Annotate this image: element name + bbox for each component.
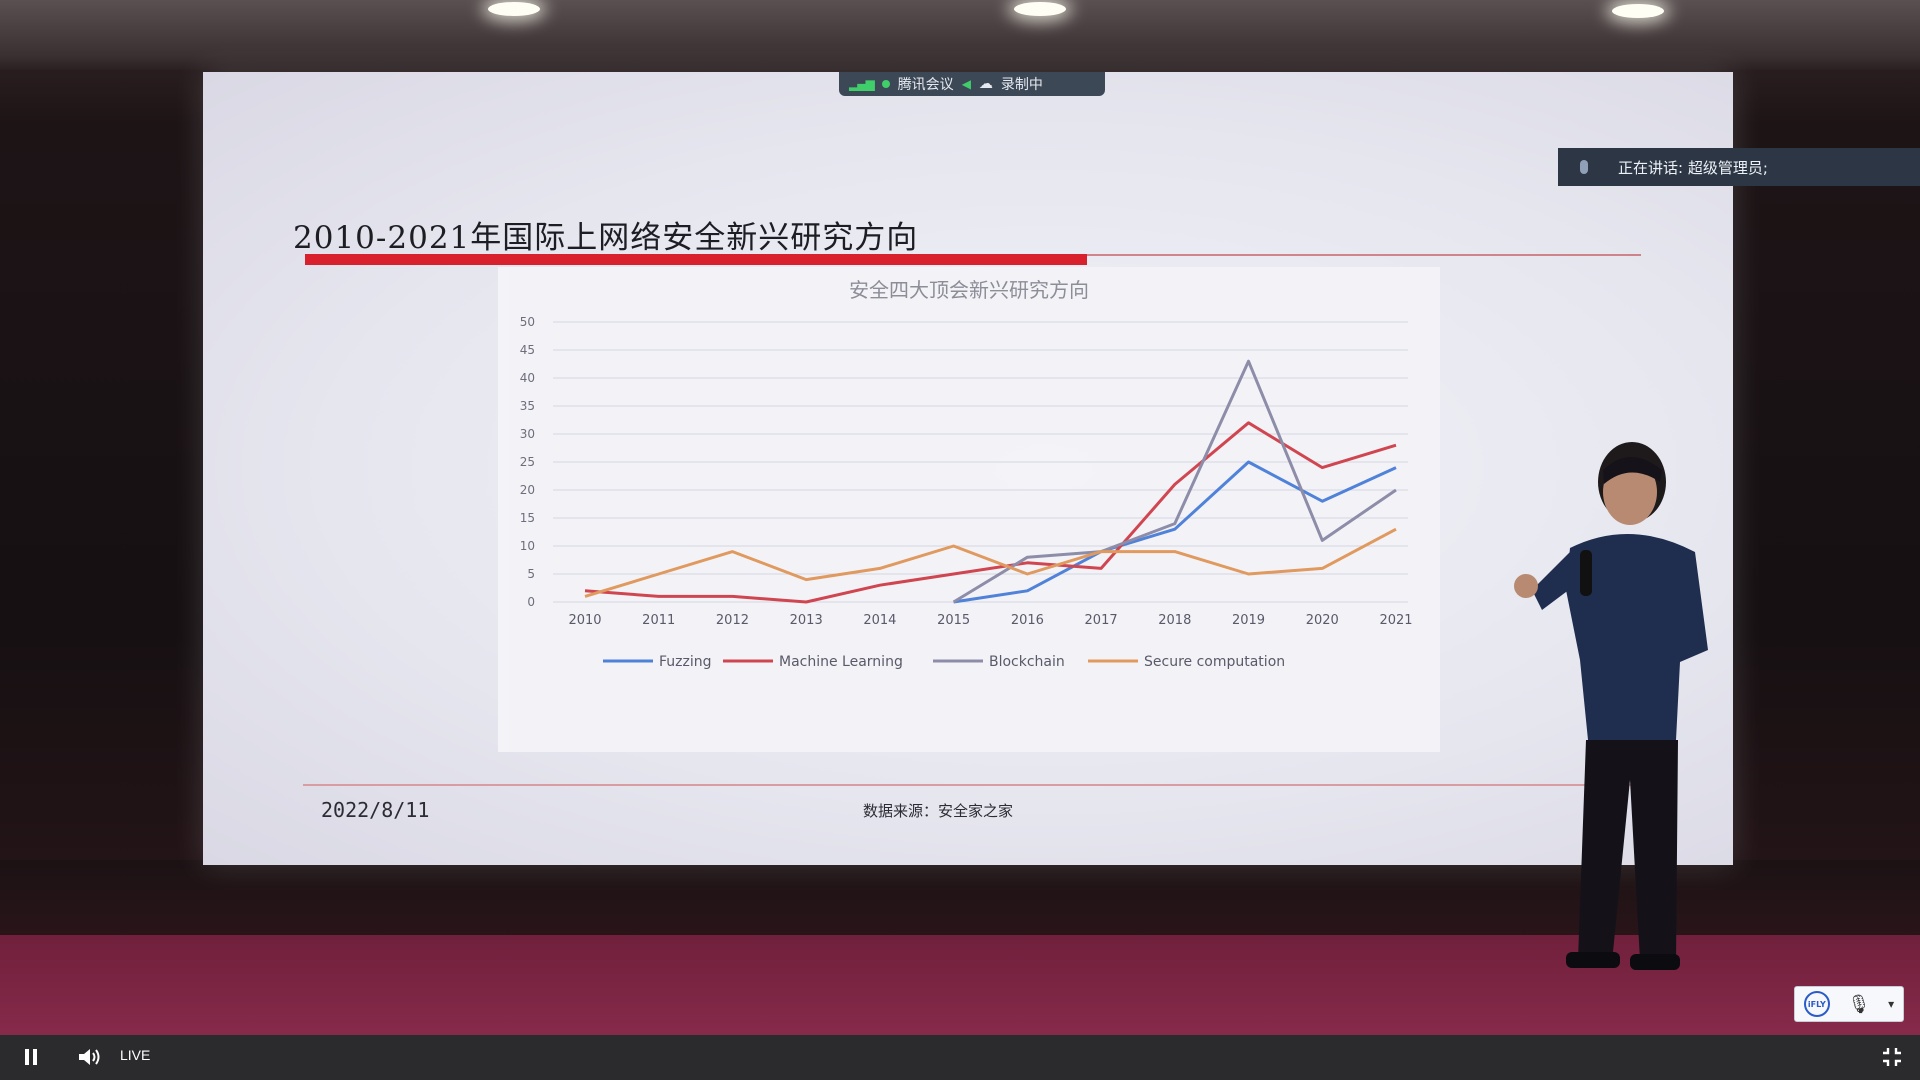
x-tick-label: 2018 bbox=[1158, 613, 1191, 628]
cloud-icon: ☁ bbox=[978, 76, 993, 92]
x-tick-label: 2020 bbox=[1306, 613, 1339, 628]
slide: ▂▄▆ 腾讯会议 ◀ ☁ 录制中 2010-2021年国际上网络安全新兴研究方向… bbox=[203, 72, 1733, 865]
x-tick-label: 2014 bbox=[863, 613, 896, 628]
legend-label: Secure computation bbox=[1144, 654, 1285, 670]
pause-button[interactable] bbox=[20, 1045, 42, 1069]
recording-status: 录制中 bbox=[1000, 77, 1043, 93]
ifly-logo: iFLY bbox=[1803, 991, 1830, 1017]
ceiling-light bbox=[488, 2, 540, 16]
pause-icon-bar bbox=[33, 1049, 37, 1065]
y-tick-label: 15 bbox=[520, 511, 535, 525]
status-dot-icon bbox=[881, 80, 890, 88]
series-line-machine-learning bbox=[584, 421, 1397, 604]
y-tick-label: 35 bbox=[520, 399, 535, 413]
speaking-text: 正在讲话: 超级管理员; bbox=[1618, 158, 1768, 177]
y-tick-label: 10 bbox=[520, 539, 535, 553]
legend-label: Machine Learning bbox=[779, 654, 903, 670]
y-tick-label: 20 bbox=[520, 483, 535, 497]
x-tick-label: 2017 bbox=[1085, 613, 1118, 628]
speaking-indicator: 正在讲话: 超级管理员; bbox=[1558, 148, 1920, 186]
line-chart: 安全四大顶会新兴研究方向 0 5 10 15 20 25 30 35 40 45 50 2010 2011… bbox=[520, 278, 1413, 670]
chart-container: 安全四大顶会新兴研究方向 0 5 10 15 20 25 30 35 40 45 50 2010 2011… bbox=[498, 267, 1440, 752]
chart-title: 安全四大顶会新兴研究方向 bbox=[849, 278, 1089, 302]
legend-label: Blockchain bbox=[989, 654, 1065, 670]
y-tick-label: 0 bbox=[527, 595, 535, 609]
ceiling-light bbox=[1612, 4, 1664, 18]
x-tick-label: 2019 bbox=[1232, 613, 1265, 628]
series-line-secure-computation bbox=[584, 527, 1397, 598]
series-line-blockchain bbox=[952, 359, 1397, 604]
x-tick-label: 2016 bbox=[1011, 613, 1044, 628]
data-source: 数据来源：安全家之家 bbox=[863, 802, 1014, 820]
presenter bbox=[1514, 442, 1708, 970]
player-controls: LIVE bbox=[0, 1035, 1920, 1080]
title-highlight-bar bbox=[305, 254, 1087, 265]
mic-icon bbox=[1580, 160, 1588, 174]
footer-divider bbox=[303, 784, 1633, 786]
volume-icon[interactable] bbox=[76, 1045, 104, 1069]
y-tick-label: 5 bbox=[527, 567, 535, 581]
ceiling bbox=[0, 0, 1920, 70]
y-tick-label: 45 bbox=[520, 343, 535, 357]
slide-date: 2022/8/11 bbox=[321, 798, 430, 822]
pause-icon-bar bbox=[25, 1049, 29, 1065]
x-tick-label: 2021 bbox=[1379, 613, 1412, 628]
legend-label: Fuzzing bbox=[659, 654, 712, 670]
speaker-icon: ◀ bbox=[961, 77, 971, 91]
series-line-fuzzing bbox=[953, 460, 1397, 604]
chevron-down-icon[interactable]: ▾ bbox=[1888, 997, 1895, 1011]
exit-fullscreen-icon[interactable] bbox=[1880, 1045, 1904, 1069]
meeting-status-bar[interactable]: ▂▄▆ 腾讯会议 ◀ ☁ 录制中 bbox=[839, 72, 1105, 96]
slide-title: 2010-2021年国际上网络安全新兴研究方向 bbox=[293, 220, 919, 256]
live-label: LIVE bbox=[120, 1047, 151, 1063]
ifly-widget[interactable]: iFLY 🎙 ▾ bbox=[1794, 986, 1904, 1022]
meeting-app-name: 腾讯会议 bbox=[897, 77, 954, 93]
signal-icon: ▂▄▆ bbox=[849, 77, 875, 91]
video-frame: ▂▄▆ 腾讯会议 ◀ ☁ 录制中 2010-2021年国际上网络安全新兴研究方向… bbox=[0, 0, 1920, 1035]
y-tick-label: 50 bbox=[520, 315, 535, 329]
y-tick-label: 40 bbox=[520, 371, 535, 385]
x-tick-label: 2015 bbox=[937, 613, 970, 628]
y-tick-label: 25 bbox=[520, 455, 535, 469]
x-tick-label: 2012 bbox=[716, 613, 749, 628]
x-tick-label: 2010 bbox=[568, 613, 601, 628]
projection-screen: ▂▄▆ 腾讯会议 ◀ ☁ 录制中 2010-2021年国际上网络安全新兴研究方向… bbox=[203, 72, 1733, 865]
y-tick-label: 30 bbox=[520, 427, 535, 441]
x-tick-label: 2013 bbox=[790, 613, 823, 628]
microphone-icon[interactable]: 🎙 bbox=[1847, 993, 1871, 1015]
ceiling-light bbox=[1014, 2, 1066, 16]
x-tick-label: 2011 bbox=[642, 613, 675, 628]
